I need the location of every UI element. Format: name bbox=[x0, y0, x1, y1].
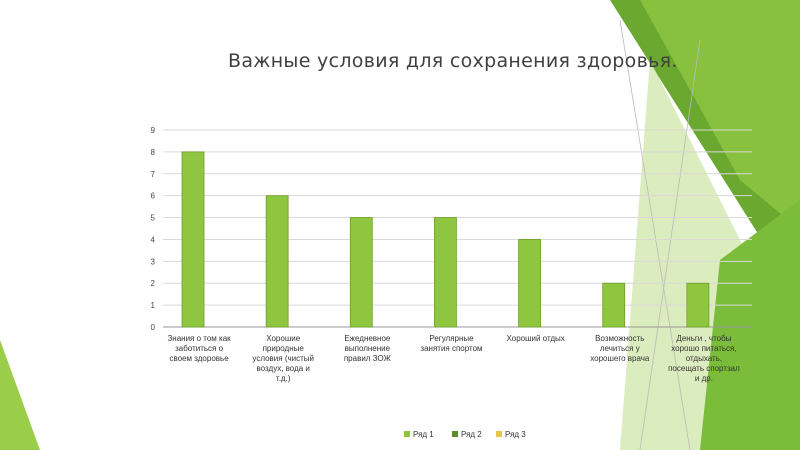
y-tick-label: 4 bbox=[151, 235, 156, 244]
x-tick-label: Возможность лечиться у хорошего врача bbox=[590, 334, 650, 363]
x-tick-label: Знания о том как заботиться о своем здоров… bbox=[167, 334, 231, 363]
legend-swatch bbox=[496, 431, 502, 437]
deco-line bbox=[639, 39, 701, 450]
deco-shape-left-bottom bbox=[0, 340, 40, 450]
deco-shape-right-mid bbox=[640, 0, 800, 230]
bar bbox=[602, 282, 626, 328]
legend: Ряд 1 Ряд 2 Ряд 3 bbox=[404, 430, 526, 439]
y-tick-label: 1 bbox=[151, 301, 156, 310]
x-tick-label: Хороший отдых bbox=[507, 334, 565, 343]
grid-lines bbox=[163, 129, 752, 328]
bar bbox=[686, 282, 710, 328]
y-tick-label: 2 bbox=[151, 279, 156, 288]
x-tick-label: Ежедневное выполнение правил ЗОЖ bbox=[344, 334, 392, 363]
deco-shape-right-bottom bbox=[700, 200, 800, 450]
y-tick-label: 5 bbox=[151, 214, 156, 223]
bar bbox=[181, 151, 205, 328]
legend-label: Ряд 3 bbox=[505, 430, 526, 439]
y-axis-ticks: 0 1 2 3 4 5 6 7 8 9 bbox=[151, 126, 156, 332]
deco-line bbox=[619, 19, 691, 450]
x-tick-label: Регулярные занятия спортом bbox=[420, 334, 482, 353]
bar bbox=[349, 217, 373, 328]
legend-label: Ряд 2 bbox=[461, 430, 482, 439]
x-tick-label: Деньги , чтобы хорошо питаться, отдыхать, п… bbox=[668, 334, 740, 383]
bar bbox=[434, 217, 457, 328]
x-tick-label: Хорошие природные условия (чистый воздух, в… bbox=[252, 334, 314, 383]
y-tick-label: 8 bbox=[151, 148, 156, 157]
y-tick-label: 0 bbox=[151, 323, 156, 332]
y-tick-label: 6 bbox=[151, 192, 156, 201]
y-tick-label: 7 bbox=[151, 170, 156, 179]
y-tick-label: 9 bbox=[151, 126, 156, 135]
slide-title: Важные условия для сохранения здоровья. bbox=[228, 50, 678, 72]
bar bbox=[518, 239, 541, 328]
legend-swatch bbox=[452, 431, 458, 437]
legend-label: Ряд 1 bbox=[413, 430, 434, 439]
bar bbox=[265, 195, 289, 328]
bars bbox=[181, 151, 710, 328]
category-labels: Знания о том как заботиться о своем здоров… bbox=[167, 334, 740, 383]
legend-swatch bbox=[404, 431, 410, 437]
y-tick-label: 3 bbox=[151, 257, 156, 266]
